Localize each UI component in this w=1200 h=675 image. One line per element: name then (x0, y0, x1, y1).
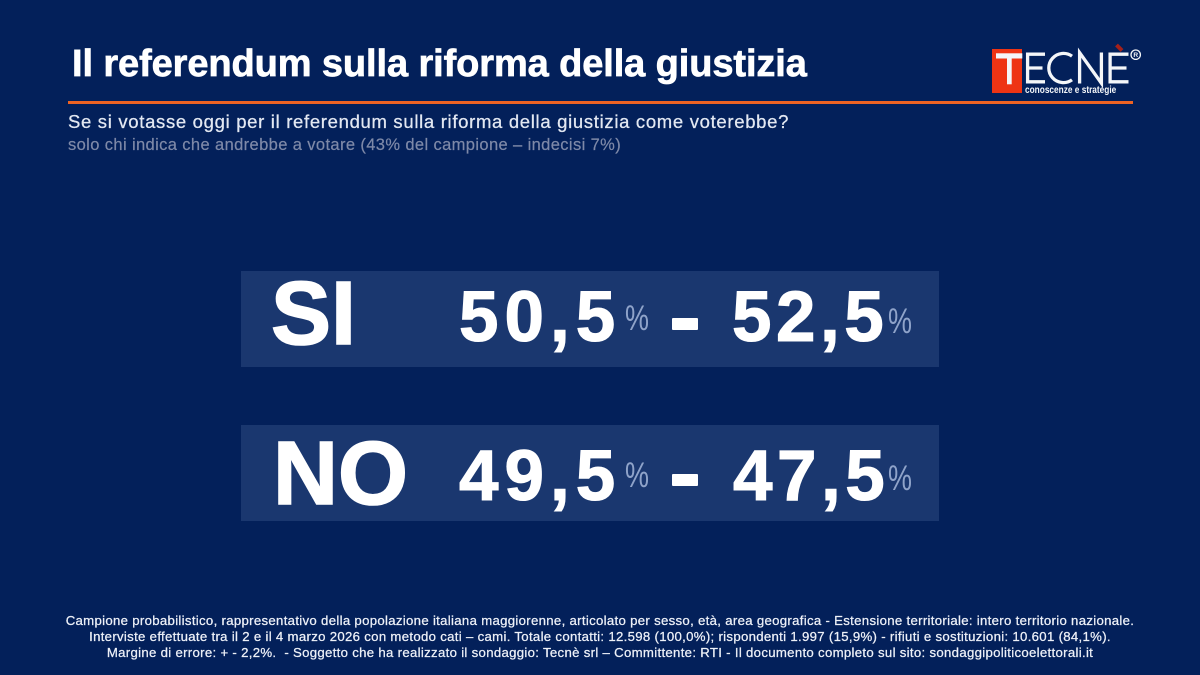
svg-text:R: R (1133, 52, 1138, 59)
